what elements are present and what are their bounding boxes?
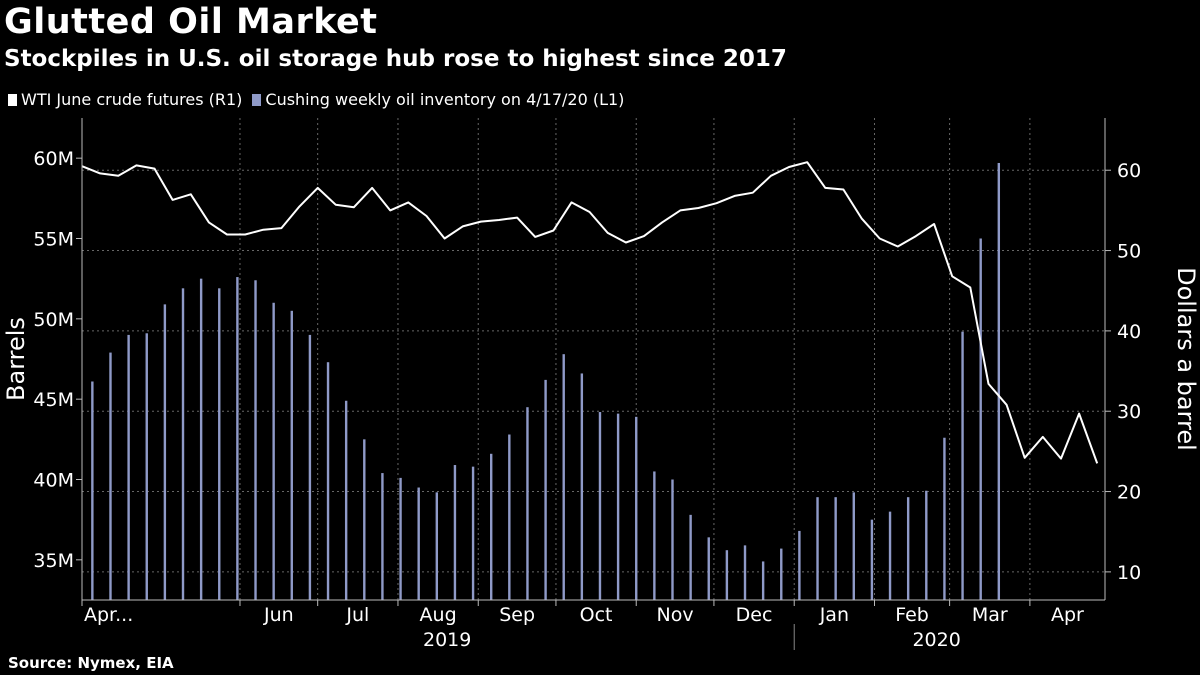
bar [526, 407, 529, 600]
bar [272, 302, 275, 600]
left-tick-label: 60M [33, 148, 74, 170]
left-tick-label: 40M [33, 470, 74, 492]
bar [616, 413, 620, 600]
x-month-label: Apr... [84, 604, 133, 626]
left-tick-label: 55M [33, 229, 74, 251]
x-month-label: Nov [657, 604, 694, 626]
x-month-label: Jan [819, 604, 849, 626]
bar [127, 334, 130, 600]
bar [834, 497, 837, 600]
bar [490, 453, 493, 600]
bar [181, 288, 185, 600]
bar [798, 530, 801, 600]
bar [979, 238, 982, 600]
right-tick-label: 40 [1117, 321, 1141, 343]
x-month-label: Dec [736, 604, 773, 626]
x-month-label: Jun [263, 604, 294, 626]
bar [236, 277, 239, 600]
legend-label-cushing: Cushing weekly oil inventory on 4/17/20 … [265, 90, 625, 109]
bar [145, 333, 148, 600]
bar [997, 162, 1001, 600]
bar [653, 471, 656, 600]
right-tick-label: 20 [1117, 482, 1141, 504]
right-axis-title: Dollars a barrel [1172, 267, 1200, 451]
grid-lines [82, 118, 1105, 600]
chart-title: Glutted Oil Market [4, 2, 378, 42]
x-month-label: Jul [345, 604, 369, 626]
bar [598, 412, 602, 600]
bar [163, 304, 167, 600]
chart-subtitle: Stockpiles in U.S. oil storage hub rose … [4, 46, 787, 72]
right-tick-label: 10 [1117, 562, 1141, 584]
bar [91, 381, 94, 600]
bar [381, 473, 384, 600]
x-month-label: Feb [895, 604, 929, 626]
bar [218, 288, 221, 600]
bar [725, 550, 729, 600]
bar [906, 497, 910, 600]
chart-legend: WTI June crude futures (R1) Cushing week… [8, 90, 634, 109]
right-tick-label: 30 [1117, 401, 1141, 423]
bar [888, 511, 892, 600]
left-axis-title: Barrels [2, 317, 30, 401]
bar [363, 439, 366, 600]
bar [689, 514, 692, 600]
bar [453, 465, 457, 600]
left-tick-label: 50M [33, 309, 74, 331]
bar [308, 334, 312, 600]
bar [635, 416, 638, 600]
x-year-label: 2020 [912, 629, 960, 651]
x-year-label: 2019 [423, 629, 471, 651]
legend-swatch-cushing [252, 93, 262, 106]
bar [562, 354, 565, 600]
legend-label-wti: WTI June crude futures (R1) [21, 90, 243, 109]
bar [961, 331, 964, 600]
bar [580, 373, 584, 600]
bar [671, 479, 674, 600]
bar [326, 362, 330, 600]
bar [544, 379, 547, 600]
wti-price-line [81, 161, 1099, 464]
bar [344, 400, 348, 600]
legend-item-wti: WTI June crude futures (R1) [8, 90, 242, 109]
bar [761, 561, 765, 600]
bar [780, 548, 783, 600]
bar [290, 310, 293, 600]
x-month-label: Apr [1051, 604, 1084, 626]
bar [925, 490, 928, 600]
legend-swatch-wti [8, 93, 17, 106]
bar [852, 492, 855, 600]
bar [399, 477, 402, 600]
bar [870, 519, 874, 600]
bar [943, 437, 946, 600]
bar [508, 434, 511, 600]
left-tick-label: 45M [33, 389, 74, 411]
bar [743, 545, 747, 600]
bar [707, 537, 710, 600]
x-month-label: Aug [420, 604, 457, 626]
x-month-label: Mar [972, 604, 1008, 626]
source-note: Source: Nymex, EIA [8, 654, 174, 672]
bar [816, 497, 819, 600]
axes [76, 118, 1111, 650]
x-month-label: Oct [580, 604, 613, 626]
bar [417, 487, 420, 600]
legend-item-cushing: Cushing weekly oil inventory on 4/17/20 … [252, 90, 624, 109]
left-tick-label: 35M [33, 550, 74, 572]
x-month-label: Sep [499, 604, 535, 626]
bar [254, 280, 257, 600]
right-tick-label: 50 [1117, 241, 1141, 263]
bar [199, 278, 203, 600]
axis-labels: 10 20 30 40 50 60 35M 40M 45M 50M 55M 60M Apr... Jun J… [2, 148, 1200, 651]
right-tick-label: 60 [1117, 160, 1141, 182]
bar [109, 352, 112, 600]
bar [471, 466, 475, 600]
bar [435, 492, 439, 600]
bar-series [91, 162, 1001, 600]
